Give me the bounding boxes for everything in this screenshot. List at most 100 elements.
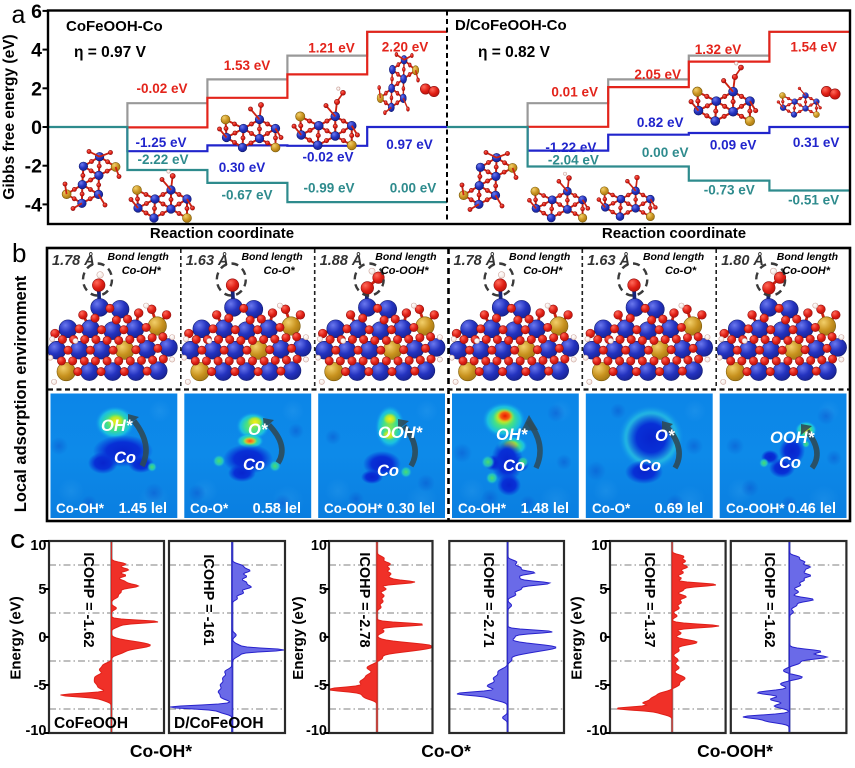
svg-text:Co-OOH*: Co-OOH* (726, 501, 785, 516)
svg-text:-0.02 eV: -0.02 eV (136, 81, 187, 96)
svg-text:0.97 eV: 0.97 eV (386, 137, 433, 152)
svg-text:CoFeOOH-Co: CoFeOOH-Co (66, 18, 163, 35)
svg-text:-10: -10 (306, 723, 327, 739)
svg-text:0.00 eV: 0.00 eV (390, 181, 437, 196)
svg-text:η = 0.82 V: η = 0.82 V (478, 44, 551, 61)
svg-text:a: a (12, 1, 26, 29)
svg-text:Co: Co (377, 462, 399, 480)
svg-text:Co-OH*: Co-OH* (458, 501, 507, 516)
svg-text:b: b (12, 238, 26, 268)
svg-text:Local adsorption environment: Local adsorption environment (12, 275, 30, 512)
svg-text:0.30 eV: 0.30 eV (219, 160, 266, 175)
svg-text:0.58 lel: 0.58 lel (253, 501, 301, 517)
svg-text:Co-O*: Co-O* (665, 265, 697, 277)
svg-text:1.54 eV: 1.54 eV (790, 40, 837, 55)
svg-text:C: C (11, 531, 25, 553)
svg-text:Co-OH*: Co-OH* (122, 265, 162, 277)
svg-text:1.21 eV: 1.21 eV (308, 41, 355, 56)
svg-text:Co: Co (639, 457, 661, 475)
svg-text:0: 0 (319, 630, 327, 646)
svg-text:10: 10 (30, 538, 46, 554)
svg-text:0.82 eV: 0.82 eV (637, 115, 684, 130)
svg-text:1.80 Å: 1.80 Å (721, 252, 764, 269)
svg-text:2.05 eV: 2.05 eV (634, 67, 681, 82)
svg-text:0.01 eV: 0.01 eV (551, 85, 598, 100)
svg-text:-10: -10 (26, 723, 47, 739)
svg-text:-0.73 eV: -0.73 eV (704, 183, 755, 198)
svg-text:ICOHP = -161: ICOHP = -161 (200, 554, 216, 645)
svg-text:Co-O*: Co-O* (421, 741, 471, 761)
svg-text:1.88 Å: 1.88 Å (320, 252, 363, 269)
svg-text:2: 2 (31, 78, 42, 100)
svg-text:CoFeOOH: CoFeOOH (54, 715, 128, 732)
svg-text:5: 5 (38, 582, 46, 598)
svg-text:-4: -4 (25, 194, 42, 216)
svg-text:Co-OH*: Co-OH* (56, 501, 105, 516)
svg-text:Bond length: Bond length (643, 251, 704, 263)
svg-text:1.48 lel: 1.48 lel (521, 501, 569, 517)
svg-text:4: 4 (31, 40, 42, 62)
svg-text:0.30 lel: 0.30 lel (387, 501, 435, 517)
svg-text:0: 0 (38, 630, 46, 646)
svg-text:Energy (eV): Energy (eV) (290, 596, 307, 679)
svg-text:5: 5 (599, 582, 607, 598)
svg-text:1.78 Å: 1.78 Å (454, 252, 497, 269)
svg-text:0.00 eV: 0.00 eV (642, 145, 689, 160)
svg-text:10: 10 (591, 538, 607, 554)
svg-text:-0.99 eV: -0.99 eV (303, 181, 354, 196)
svg-text:Energy (eV): Energy (eV) (8, 596, 25, 679)
svg-text:O*: O* (248, 421, 269, 439)
svg-text:-0.51 eV: -0.51 eV (788, 193, 839, 208)
svg-text:OH*: OH* (496, 426, 529, 444)
svg-text:Reaction coordinate: Reaction coordinate (150, 225, 294, 242)
svg-text:0.09 eV: 0.09 eV (710, 138, 757, 153)
svg-text:0: 0 (31, 117, 42, 139)
svg-text:Co: Co (503, 457, 525, 475)
svg-text:1.32 eV: 1.32 eV (695, 42, 742, 57)
svg-text:1.63 Å: 1.63 Å (587, 252, 630, 269)
svg-text:D/CoFeOOH: D/CoFeOOH (174, 715, 264, 732)
svg-text:-0.67 eV: -0.67 eV (221, 188, 272, 203)
svg-text:-10: -10 (587, 723, 608, 739)
svg-text:Energy (eV): Energy (eV) (569, 596, 586, 679)
svg-text:Bond length: Bond length (375, 251, 436, 263)
svg-text:Co-OH*: Co-OH* (523, 265, 563, 277)
svg-text:ICOHP = -2.71: ICOHP = -2.71 (480, 552, 496, 647)
svg-text:-2.04 eV: -2.04 eV (548, 153, 599, 168)
svg-text:Co: Co (243, 456, 265, 474)
svg-text:-2.22 eV: -2.22 eV (137, 152, 188, 167)
svg-text:OOH*: OOH* (770, 429, 816, 447)
svg-text:O*: O* (655, 427, 676, 445)
svg-text:1.78 Å: 1.78 Å (52, 252, 95, 269)
svg-text:10: 10 (311, 538, 327, 554)
svg-text:Co-O*: Co-O* (264, 265, 296, 277)
svg-text:0.69 lel: 0.69 lel (655, 501, 703, 517)
svg-text:-5: -5 (314, 678, 327, 694)
svg-text:ICOHP = -2.78: ICOHP = -2.78 (356, 552, 372, 647)
svg-text:-1.25 eV: -1.25 eV (135, 135, 186, 150)
svg-text:Co-OH*: Co-OH* (130, 741, 192, 761)
svg-text:6: 6 (31, 1, 42, 23)
svg-text:Bond length: Bond length (777, 251, 838, 263)
svg-text:Bond length: Bond length (108, 251, 169, 263)
svg-text:5: 5 (319, 582, 327, 598)
svg-text:Co-OOH*: Co-OOH* (697, 741, 773, 761)
svg-text:D/CoFeOOH-Co: D/CoFeOOH-Co (455, 17, 567, 34)
svg-text:η = 0.97 V: η = 0.97 V (74, 44, 147, 61)
svg-text:ICOHP = -1.62: ICOHP = -1.62 (80, 552, 96, 647)
svg-text:0: 0 (599, 630, 607, 646)
svg-text:Reaction coordinate: Reaction coordinate (602, 225, 746, 242)
svg-text:1.53 eV: 1.53 eV (224, 58, 271, 73)
svg-text:ICOHP = -1.62: ICOHP = -1.62 (761, 552, 777, 647)
svg-text:-5: -5 (34, 678, 47, 694)
svg-text:Gibbs free energy (eV): Gibbs free energy (eV) (1, 34, 18, 199)
svg-text:-5: -5 (595, 678, 608, 694)
svg-text:Bond length: Bond length (509, 251, 570, 263)
svg-text:Co-OOH*: Co-OOH* (782, 265, 830, 277)
svg-text:-1.22 eV: -1.22 eV (545, 140, 596, 155)
svg-text:1.45 lel: 1.45 lel (119, 501, 167, 517)
svg-text:0.31 eV: 0.31 eV (793, 135, 840, 150)
svg-text:2.20 eV: 2.20 eV (382, 40, 429, 55)
svg-text:ICOHP = -1.37: ICOHP = -1.37 (641, 552, 657, 647)
svg-text:Bond length: Bond length (241, 251, 302, 263)
